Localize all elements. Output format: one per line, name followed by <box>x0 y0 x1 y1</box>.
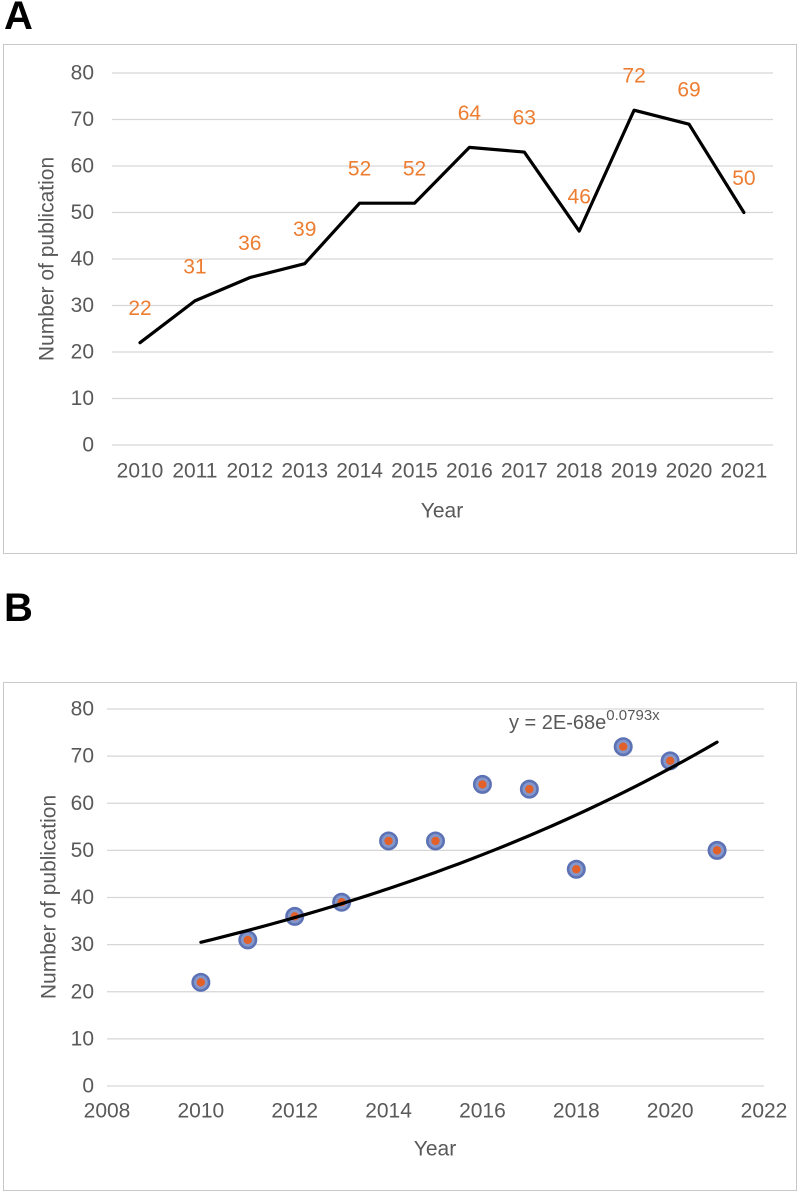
y-axis-tick-label: 20 <box>71 341 94 364</box>
y-axis-tick-label: 60 <box>71 792 94 815</box>
x-axis-tick-label: 2020 <box>666 460 713 483</box>
scatter-point <box>472 774 492 794</box>
trendline <box>199 740 719 944</box>
scatter-chart-svg: 0 10 20 30 40 50 60 70 80 Year Number of publicati… <box>38 698 788 1161</box>
y-axis-tick-label: 30 <box>71 294 94 317</box>
line-chart-svg: 0 10 20 30 40 50 60 70 80 Year Number of publicati… <box>36 62 773 523</box>
panel-b: 0 10 20 30 40 50 60 70 80 Year Number of publicati… <box>3 682 797 1191</box>
data-label: 46 <box>568 186 591 209</box>
trendline-equation: y = 2E-68e0.0793x <box>509 707 660 734</box>
y-axis-tick-label: 50 <box>71 839 94 862</box>
scatter-point-center <box>431 836 440 846</box>
x-axis-tick-label: 2019 <box>611 460 658 483</box>
y-axis-tick-label: 70 <box>71 108 94 131</box>
x-axis-title: Year <box>414 1138 456 1161</box>
panel-a: 0 10 20 30 40 50 60 70 80 Year Number of publicati… <box>3 44 797 554</box>
publication-line <box>138 108 746 345</box>
scatter-point <box>238 930 258 950</box>
x-axis-tick-label: 2016 <box>446 460 493 483</box>
x-axis-tick-label: 2008 <box>84 1100 131 1123</box>
scatter-point-center <box>478 780 487 789</box>
panel-a-label: A <box>4 0 33 38</box>
x-axis-tick-label: 2012 <box>271 1100 318 1123</box>
scatter-point-center <box>665 756 675 766</box>
data-label: 52 <box>348 158 371 181</box>
scatter-point <box>191 972 211 992</box>
scatter-point <box>519 779 539 799</box>
x-axis-tick-label: 2014 <box>336 460 383 483</box>
data-label: 69 <box>677 79 700 102</box>
data-label: 50 <box>732 167 755 190</box>
data-label: 72 <box>622 65 645 88</box>
data-label: 64 <box>458 102 482 125</box>
data-label: 52 <box>403 158 426 181</box>
y-axis-tick-label: 60 <box>71 155 94 178</box>
y-axis-tick-label: 10 <box>71 1027 94 1050</box>
x-axis-tick-label: 2016 <box>459 1100 506 1123</box>
scatter-point <box>707 840 727 860</box>
x-axis-tick-label: 2022 <box>741 1100 788 1123</box>
scatter-point <box>613 737 633 757</box>
y-axis-tick-label: 80 <box>71 62 94 85</box>
scatter-point <box>379 831 399 851</box>
x-axis-title: Year <box>421 500 463 523</box>
x-axis-tick-label: 2013 <box>281 460 328 483</box>
x-axis-tick-label: 2020 <box>647 1100 694 1123</box>
y-axis-tick-label: 40 <box>71 248 94 271</box>
y-axis-tick-label: 40 <box>71 886 94 909</box>
scatter-point-center <box>243 935 252 945</box>
x-axis-tick-label: 2018 <box>556 460 603 483</box>
y-axis-title: Number of publication <box>36 157 59 361</box>
x-axis-tick-label: 2021 <box>721 460 768 483</box>
y-axis-tick-label: 70 <box>71 745 94 768</box>
y-axis-tick-label: 30 <box>71 933 94 956</box>
scatter-point <box>425 831 445 851</box>
data-label: 36 <box>238 232 261 255</box>
scatter-point-center <box>619 742 628 751</box>
x-axis-tick-label: 2010 <box>117 460 164 483</box>
y-axis-tick-label: 20 <box>71 980 94 1003</box>
scatter-point-center <box>712 846 722 855</box>
data-label: 31 <box>183 255 206 278</box>
scatter-point-center <box>572 865 581 874</box>
x-axis-tick-label: 2012 <box>226 460 273 483</box>
x-axis-tick-label: 2010 <box>177 1100 224 1123</box>
panel-b-label: B <box>4 586 33 630</box>
y-axis-tick-label: 0 <box>82 1075 94 1098</box>
x-axis-tick-label: 2014 <box>365 1100 412 1123</box>
scatter-point-center <box>384 836 393 846</box>
x-axis-tick-label: 2015 <box>391 460 438 483</box>
y-axis-tick-label: 0 <box>82 434 94 457</box>
scatter-point-center <box>525 784 534 794</box>
y-axis-tick-label: 80 <box>71 698 94 721</box>
y-axis-tick-label: 50 <box>71 201 94 224</box>
y-axis-title: Number of publication <box>38 795 61 999</box>
x-axis-tick-label: 2011 <box>172 460 217 483</box>
y-axis-tick-label: 10 <box>71 387 94 410</box>
scatter-point-center <box>196 978 206 987</box>
x-axis-tick-label: 2018 <box>553 1100 600 1123</box>
data-label: 39 <box>293 218 316 241</box>
data-label: 63 <box>513 107 536 130</box>
x-axis-tick-label: 2017 <box>501 460 548 483</box>
scatter-point <box>566 859 586 879</box>
data-label: 22 <box>128 297 151 320</box>
